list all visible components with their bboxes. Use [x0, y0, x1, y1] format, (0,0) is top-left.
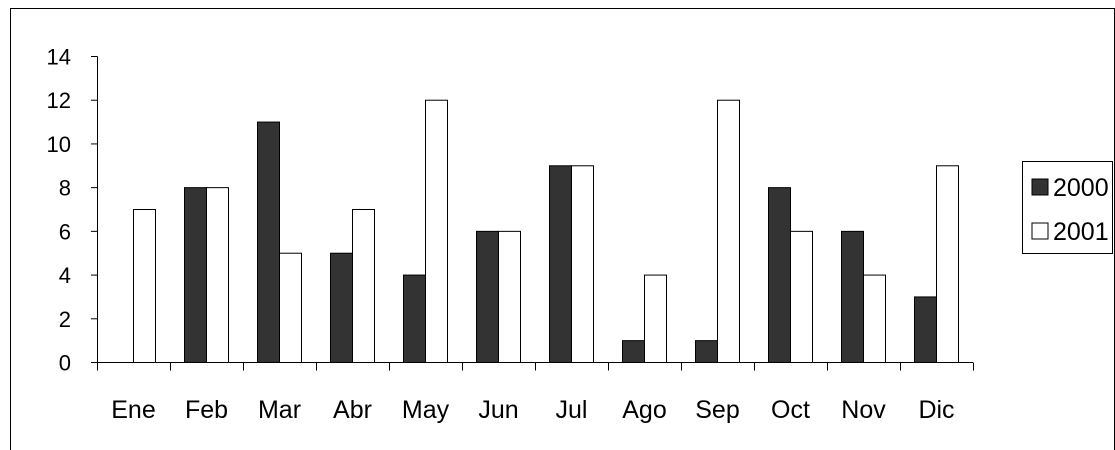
bar-2000-Oct — [768, 187, 791, 363]
x-category-label: Mar — [258, 396, 301, 424]
bar-2000-Abr — [330, 252, 353, 363]
x-category-label: May — [402, 396, 450, 424]
bar-2000-May — [403, 274, 426, 364]
bar-2001-Feb — [206, 187, 229, 363]
x-category-label: Dic — [918, 396, 954, 424]
y-tick-label: 14 — [47, 45, 71, 70]
bar-2000-Ago — [622, 340, 645, 363]
bar-2001-Jul — [571, 165, 594, 363]
bar-2000-Feb — [184, 187, 207, 363]
legend-label-2000: 2000 — [1053, 174, 1109, 202]
bar-2001-Ene — [133, 209, 156, 363]
y-tick-label: 6 — [59, 219, 71, 244]
y-tick-label: 2 — [59, 307, 71, 332]
y-tick-label: 0 — [59, 351, 71, 376]
bar-2001-Abr — [352, 209, 375, 363]
bar-2000-Sep — [695, 340, 718, 363]
bar-2001-Jun — [498, 230, 521, 363]
x-category-label: Nov — [841, 396, 886, 424]
bar-2001-Nov — [863, 274, 886, 364]
bar-2000-Jun — [476, 230, 499, 363]
bar-2001-May — [425, 99, 448, 363]
x-category-label: Oct — [771, 396, 810, 424]
legend: 2000 2001 — [1022, 161, 1113, 254]
y-tick-label: 8 — [59, 176, 71, 201]
bar-2001-Oct — [790, 230, 813, 363]
bar-2001-Dic — [936, 165, 959, 363]
bar-2001-Mar — [279, 252, 302, 363]
legend-swatch-2001 — [1031, 222, 1049, 240]
bar-2000-Jul — [549, 165, 572, 363]
bar-2001-Sep — [717, 99, 740, 363]
x-category-label: Jul — [556, 396, 588, 424]
x-category-label: Sep — [695, 396, 739, 424]
x-category-label: Abr — [333, 396, 372, 424]
bar-2000-Dic — [914, 296, 937, 363]
y-tick-label: 12 — [47, 88, 71, 113]
legend-label-2001: 2001 — [1053, 218, 1109, 246]
x-category-label: Feb — [185, 396, 228, 424]
bar-2000-Mar — [257, 121, 280, 363]
plot-area: 0 2 4 6 8 10 12 14 Ene Feb Mar Abr May Jun Jul Ago Sep Oc… — [47, 45, 974, 424]
legend-swatch-2000 — [1031, 178, 1049, 196]
x-category-label: Jun — [478, 396, 518, 424]
y-tick-label: 10 — [47, 132, 71, 157]
bar-2000-Nov — [841, 230, 864, 363]
x-category-label: Ago — [622, 396, 666, 424]
bar-2001-Ago — [644, 274, 667, 364]
y-tick-label: 4 — [59, 263, 71, 288]
x-category-label: Ene — [111, 396, 155, 424]
